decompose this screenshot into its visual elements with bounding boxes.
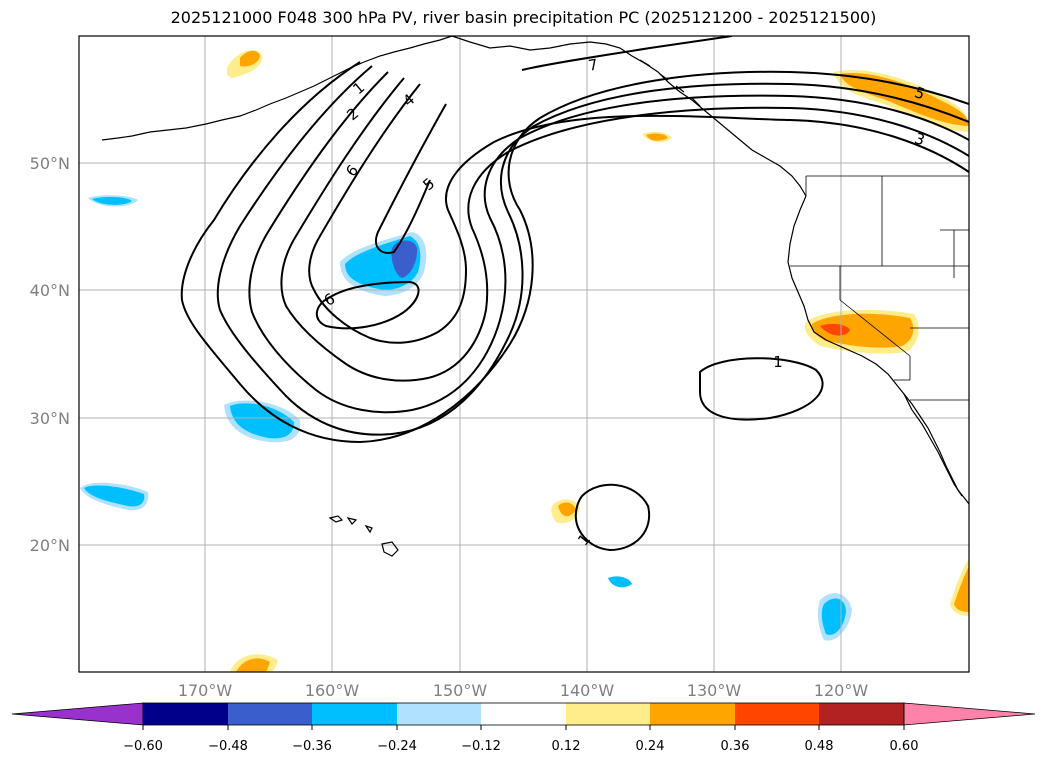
pv-contour-7 [375,103,447,254]
colorbar-seg-6 [566,703,650,725]
map-plot-area: 1 2 4 7 6 5 6 3 5 1 1 [79,36,969,672]
neg-area-southwest-core [230,403,294,439]
colorbar-right-arrow [903,702,1036,726]
contour-label-1b: 1 [773,353,783,371]
colorbar-seg-5 [481,703,566,725]
latitude-labels: 50°N 40°N 30°N 20°N [30,154,70,555]
us-west-coast [787,195,969,505]
colorbar-seg-4 [397,703,481,725]
coastlines [101,36,969,557]
lat-label-20n: 20°N [30,536,70,555]
pv-contours [180,36,969,552]
lon-label-140w: 140°W [560,681,615,700]
pos-area-california-core [811,313,914,348]
borders [790,175,969,401]
pos-area-subtropic-core [558,502,576,517]
colorbar-seg-7 [650,703,735,725]
map-frame [78,35,970,673]
alaska-coast [451,36,807,197]
contour-label-7: 7 [587,55,600,74]
pv-contour-10 [574,483,651,552]
lon-label-130w: 130°W [687,681,742,700]
colorbar-seg-8 [735,703,819,725]
lon-label-150w: 150°W [433,681,488,700]
neg-area-northwest-core [92,196,132,205]
colorbar-seg-1 [143,703,228,725]
cb-tick-label-2: −0.36 [292,739,332,754]
colorbar-left-arrow [11,702,144,726]
hawaii-islands [328,515,399,557]
pv-contour-3 [248,71,969,414]
lon-label-170w: 170°W [178,681,233,700]
pv-contour-4 [280,77,969,382]
pv-contour-8 [521,36,733,71]
colorbar-ticks [142,725,905,730]
neg-area-south-core [821,598,846,635]
colorbar-seg-9 [819,703,904,725]
cb-tick-label-1: −0.48 [208,739,248,754]
lat-label-30n: 30°N [30,409,70,428]
cb-tick-label-6: 0.24 [636,739,665,754]
baja-coast [903,393,963,497]
cb-tick-label-7: 0.36 [721,739,750,754]
neg-area-small [608,576,632,588]
pos-area-california-red [820,323,850,336]
lon-label-160w: 160°W [305,681,360,700]
neg-area-west-core [84,485,145,507]
colorbar-seg-2 [228,703,312,725]
pv-contour-5 [308,83,969,344]
longitude-labels: 170°W 160°W 150°W 140°W 130°W 120°W [178,681,869,700]
pos-area-southeast-core [954,566,969,612]
pv-contour-9 [699,357,824,421]
pos-area-southwest-core [236,658,270,672]
colorbar-frame [142,702,905,726]
cb-tick-label-4: −0.12 [461,739,501,754]
cb-tick-label-0: −0.60 [123,739,163,754]
lat-label-40n: 40°N [30,281,70,300]
pv-contour-6 [316,280,420,330]
colorbar-seg-3 [312,703,397,725]
cb-tick-label-9: 0.60 [890,739,919,754]
pv-contour-2 [216,65,969,436]
neg-area-central-dark [391,240,418,278]
lon-label-120w: 120°W [814,681,869,700]
aleutian-chain [101,36,453,141]
pos-area-alaska-core [240,50,260,67]
map-title: 2025121000 F048 300 hPa PV, river basin … [170,8,877,27]
alaska-islands [639,59,701,107]
gridlines [79,36,969,672]
cb-tick-label-8: 0.48 [805,739,834,754]
cb-tick-label-5: 0.12 [552,739,581,754]
pos-area-gulf-core [646,133,668,141]
colorbar: −0.60 −0.48 −0.36 −0.24 −0.12 0.12 0.24 … [11,702,1036,754]
lat-label-50n: 50°N [30,154,70,173]
cb-tick-label-3: −0.24 [377,739,417,754]
